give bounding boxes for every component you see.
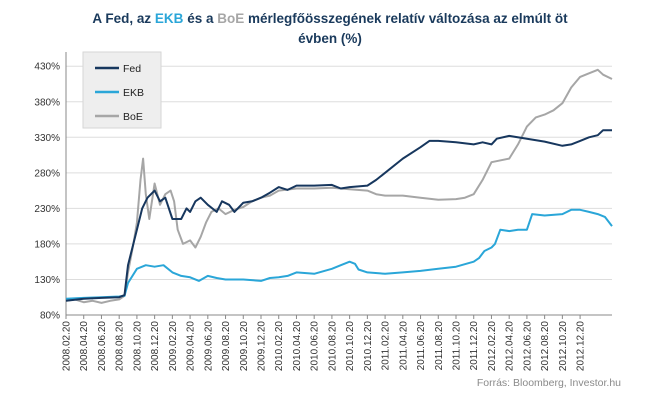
x-tick-label: 2009.08.20 [221, 321, 232, 371]
x-tick-label: 2010.08.20 [327, 321, 338, 371]
x-tick-label: 2011.12.20 [469, 321, 480, 371]
x-tick-label: 2008.06.20 [97, 321, 108, 371]
series-line-fed [65, 129, 612, 302]
x-tick-label: 2012.04.20 [505, 321, 516, 371]
x-tick-label: 2008.02.20 [62, 321, 73, 371]
x-tick-label: 2008.08.20 [115, 321, 126, 371]
source-note: Forrás: Bloomberg, Investor.hu [476, 377, 621, 389]
x-tick-label: 2008.12.20 [150, 321, 161, 371]
x-tick-label: 2009.04.20 [186, 321, 197, 371]
axes: 80% 130% 180% 230% 280% 330% 380% 430% 2008.02.2… [34, 52, 612, 371]
legend-label-fed: Fed [123, 63, 141, 75]
x-tick-label: 2012.12.20 [576, 321, 587, 371]
y-tick-label: 330% [34, 133, 60, 144]
x-tick-label: 2009.02.20 [168, 321, 179, 371]
x-tick-label: 2008.10.20 [132, 321, 143, 371]
title-part1: A Fed, az [92, 11, 155, 26]
y-tick-label: 280% [34, 168, 60, 179]
chart-title-line2: évben (%) [298, 31, 362, 46]
chart-title-line1: A Fed, az EKB és a BoE mérlegfőösszegéne… [60, 9, 600, 29]
y-tick-label: 80% [40, 311, 60, 322]
x-tick-label: 2009.12.20 [257, 321, 268, 371]
title-part3: mérlegfőösszegének relatív változása az … [244, 11, 568, 26]
x-tick-label: 2010.04.20 [292, 321, 303, 371]
x-tick-label: 2012.08.20 [540, 321, 551, 371]
y-tick-label: 230% [34, 204, 60, 215]
x-tick-label: 2009.06.20 [203, 321, 214, 371]
x-tick-label: 2012.02.20 [487, 321, 498, 371]
legend-label-boe: BoE [123, 111, 143, 123]
x-tick-label: 2012.06.20 [522, 321, 533, 371]
y-tick-label: 380% [34, 97, 60, 108]
x-tick-label: 2009.10.20 [239, 321, 250, 371]
title-boe: BoE [217, 11, 245, 26]
x-tick-label: 2010.02.20 [274, 321, 285, 371]
legend-box [82, 51, 162, 129]
chart-title: A Fed, az EKB és a BoE mérlegfőösszegéne… [60, 9, 600, 49]
x-tick-label: 2008.04.20 [79, 321, 90, 371]
x-tick-label: 2011.08.20 [434, 321, 445, 371]
y-tick-label: 130% [34, 275, 60, 286]
x-tick-label: 2010.10.20 [345, 321, 356, 371]
x-tick-label: 2012.10.20 [558, 321, 569, 371]
title-ekb: EKB [154, 11, 184, 26]
x-tick-label: 2011.06.20 [416, 321, 427, 371]
y-tick-label: 430% [34, 62, 60, 73]
title-part2: és a [183, 11, 218, 26]
x-tick-label: 2011.10.20 [452, 321, 463, 371]
legend-label-ekb: EKB [123, 87, 144, 99]
legend: Fed EKB BoE [82, 51, 162, 129]
series-line-ekb [65, 208, 613, 300]
x-tick-label: 2010.06.20 [310, 321, 321, 371]
x-tick-label: 2011.02.20 [381, 321, 392, 371]
series-lines [65, 68, 613, 304]
y-tick-label: 180% [34, 239, 60, 250]
x-tick-label: 2010.12.20 [363, 321, 374, 371]
x-tick-label: 2011.04.20 [398, 321, 409, 371]
